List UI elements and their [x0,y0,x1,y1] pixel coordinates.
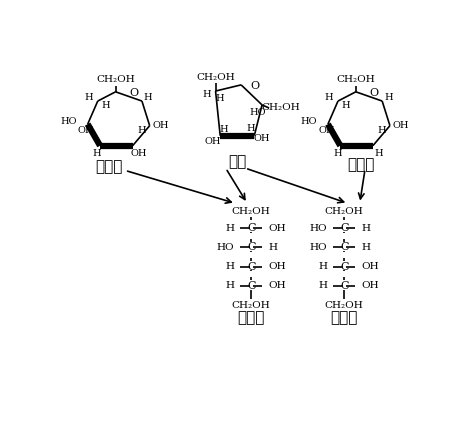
Text: O: O [370,88,379,98]
Text: CH₂OH: CH₂OH [337,75,375,84]
Text: H: H [324,94,333,102]
Text: H: H [361,243,370,252]
Text: HO: HO [249,108,266,117]
Text: OH: OH [131,149,147,158]
Text: H: H [215,94,224,103]
Text: H: H [361,224,370,232]
Text: CH₂OH: CH₂OH [261,103,300,113]
Text: OH: OH [361,281,379,290]
Text: H: H [138,126,146,135]
Text: H: H [225,262,234,271]
Text: H: H [247,124,255,133]
Text: C: C [247,223,255,233]
Text: C: C [340,262,348,272]
Text: HO: HO [310,243,327,252]
Text: H: H [318,262,327,271]
Text: OH: OH [268,281,286,290]
Text: H: H [225,224,234,232]
Text: H: H [84,94,93,102]
Text: OH: OH [204,137,221,146]
Text: O: O [251,82,260,91]
Text: CH₂OH: CH₂OH [325,207,363,215]
Text: HO: HO [217,243,234,252]
Text: OH: OH [393,121,409,130]
Text: CH₂OH: CH₂OH [325,300,363,309]
Text: C: C [247,262,255,272]
Text: OH: OH [318,126,335,135]
Text: 果糖: 果糖 [228,154,246,170]
Text: O: O [130,88,139,98]
Text: CH₂OH: CH₂OH [196,74,235,82]
Text: H: H [333,149,342,158]
Text: H: H [268,243,277,252]
Text: HO: HO [60,116,77,125]
Text: C: C [340,223,348,233]
Text: H: H [378,126,387,135]
Text: OH: OH [361,262,379,271]
Text: H: H [144,94,152,102]
Text: H: H [318,281,327,290]
Text: H: H [384,94,393,102]
Text: OH: OH [78,126,94,135]
Text: OH: OH [268,262,286,271]
Text: OH: OH [254,134,270,143]
Text: CH₂OH: CH₂OH [96,75,135,84]
Text: OH: OH [152,121,169,130]
Text: C: C [247,242,255,252]
Text: H: H [93,149,101,158]
Text: H: H [202,90,211,99]
Text: 甘露糖: 甘露糖 [347,157,375,172]
Text: HO: HO [310,224,327,232]
Text: H: H [219,125,228,134]
Text: CH₂OH: CH₂OH [232,207,270,215]
Text: H: H [341,101,350,110]
Text: C: C [340,281,348,291]
Text: 甘露醇: 甘露醇 [330,310,358,325]
Text: 山梨醇: 山梨醇 [237,310,265,325]
Text: C: C [340,242,348,252]
Text: CH₂OH: CH₂OH [232,300,270,309]
Text: 葡萄糖: 葡萄糖 [96,159,123,174]
Text: H: H [375,149,383,158]
Text: HO: HO [301,116,317,125]
Text: OH: OH [268,224,286,232]
Text: H: H [225,281,234,290]
Text: H: H [101,101,110,110]
Text: C: C [247,281,255,291]
